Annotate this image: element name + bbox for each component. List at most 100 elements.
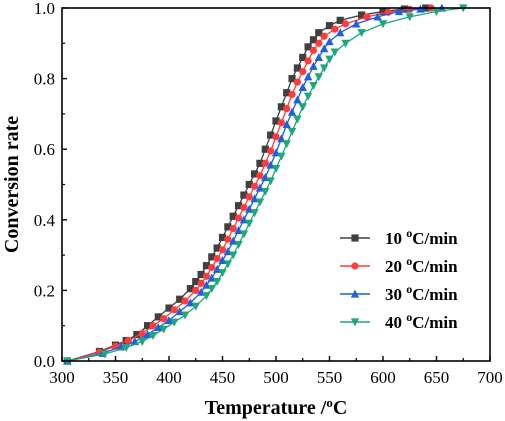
data-point [255,198,265,207]
data-point [319,64,329,73]
data-point [277,103,285,111]
data-point [224,223,232,231]
data-point [261,145,269,153]
data-point [223,260,233,269]
plot-area [63,3,468,366]
tick-labels: 300 350 400 450 500 550 600 650 700 0.0 0.2 0.4 0.6 0… [34,0,503,387]
data-point [176,295,184,303]
data-point [272,133,280,141]
data-point [378,20,388,29]
data-point [432,7,441,16]
legend-label: 40 oC/min [385,310,458,332]
series-1 [63,4,435,365]
x-tick-label: 350 [103,368,129,387]
data-point [314,53,323,62]
y-tick-label: 0.0 [34,352,55,371]
data-point [309,46,318,54]
data-point [283,89,291,97]
y-tick-label: 0.2 [34,281,55,300]
data-point [143,330,152,339]
data-point [138,329,146,338]
data-point [358,11,366,19]
data-point [154,313,162,321]
data-point [202,262,211,270]
data-point [250,209,259,218]
legend-label-degree: o [406,226,412,240]
data-point [277,152,286,161]
data-point [229,212,237,220]
data-point [186,285,194,293]
data-point [309,61,318,70]
data-point [192,277,200,286]
legend-marker [350,289,360,298]
data-point [314,73,323,82]
data-point [229,251,238,260]
data-point [251,182,259,190]
data-point [234,202,243,210]
legend-item: 40 oC/min [340,310,458,332]
data-point [293,115,302,124]
data-point [165,304,173,312]
data-point [213,244,221,252]
data-point [245,219,254,228]
data-point [267,147,275,155]
data-point [202,292,211,301]
data-point [325,55,334,64]
data-point [148,331,158,340]
data-point [293,64,301,72]
data-point [266,177,275,186]
data-point [282,120,291,129]
y-axis-title: Conversion rate [1,116,23,253]
data-point [133,330,141,339]
data-point [315,29,323,37]
data-point [245,193,253,201]
series-3 [63,4,468,366]
legend-label-rate: 30 [385,285,406,304]
data-point [197,270,205,279]
data-point [197,279,205,287]
data-point [357,29,366,38]
legend-label-degree: o [406,282,412,296]
legend-label: 10 oC/min [385,226,458,248]
x-tick-label: 450 [210,368,236,387]
legend-label-unit: C/min [412,285,458,304]
data-point [287,107,297,116]
data-point [298,103,307,112]
data-point [331,25,339,33]
y-tick-label: 1.0 [34,0,55,18]
data-point [341,20,350,28]
x-tick-label: 700 [477,368,503,387]
data-point [299,67,307,76]
x-tick-label: 650 [424,368,450,387]
data-point [379,7,387,16]
legend-marker [350,318,360,327]
data-point [208,263,216,272]
data-point [288,75,296,83]
data-point [303,92,313,101]
data-point [191,302,200,311]
data-point [325,37,334,46]
data-point [271,165,281,174]
legend-item: 10 oC/min [340,226,458,248]
data-point [240,203,248,212]
y-tick-label: 0.8 [34,70,55,89]
x-tick-label: 500 [263,368,289,387]
data-point [315,39,323,47]
data-point [138,337,147,346]
data-point [212,277,222,286]
x-axis-title-degree: o [326,395,333,410]
data-point [180,311,190,320]
data-point [299,53,307,62]
legend-label-unit: C/min [412,257,458,276]
data-point [261,187,270,196]
legend-label: 30 oC/min [385,282,458,304]
data-point [122,343,131,352]
data-point [218,233,227,242]
data-point [202,272,211,280]
data-point [239,230,249,239]
x-tick-label: 400 [156,368,182,387]
x-tick-label: 300 [49,368,75,387]
data-point [272,117,280,125]
legend-item: 30 oC/min [340,282,458,304]
x-tick-label: 600 [370,368,396,387]
